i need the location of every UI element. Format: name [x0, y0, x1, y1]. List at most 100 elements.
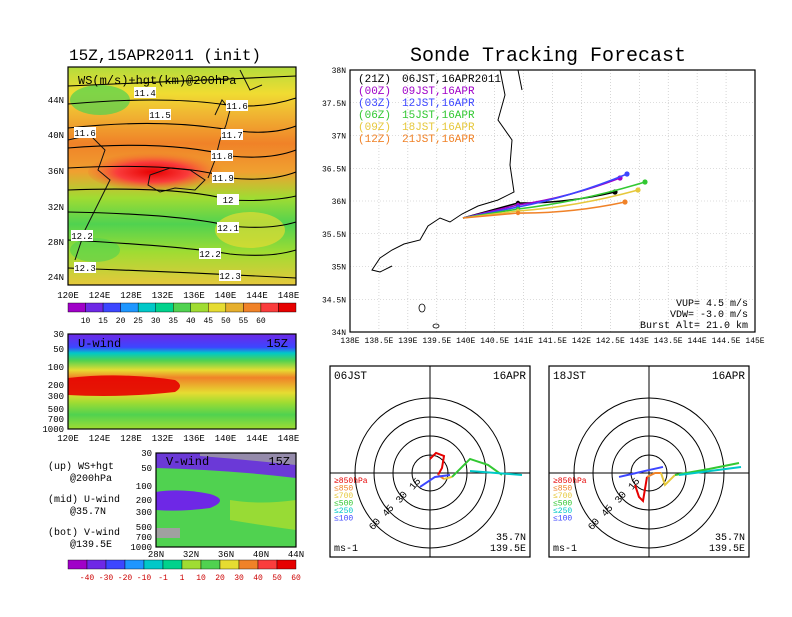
hodograph-lon: 139.5E	[490, 544, 526, 555]
v-colorbar-tick: 50	[272, 574, 282, 583]
launch-code: (21Z)	[358, 74, 391, 86]
ws-colorbar-swatch	[173, 302, 191, 313]
track-lat-tick: 35N	[332, 264, 347, 273]
v-colorbar-tick: 10	[196, 574, 206, 583]
note-sub: @200hPa	[70, 473, 112, 485]
u-wind-label: U-wind	[78, 337, 121, 351]
sonde-burst-point	[515, 210, 521, 216]
track-lon-tick: 141E	[514, 337, 533, 346]
v-lat-tick: 44N	[288, 550, 304, 560]
ws-lon-tick: 148E	[278, 291, 300, 301]
track-lat-tick: 37N	[332, 133, 347, 142]
sonde-param: VDW= -3.0 m/s	[670, 309, 748, 321]
v-colorbar-tick: 30	[234, 574, 244, 583]
v-colorbar-swatch	[67, 559, 88, 570]
hodograph-level: ≤250	[334, 507, 353, 516]
track-lon-tick: 138E	[340, 337, 359, 346]
track-lat-tick: 35.5N	[322, 231, 346, 240]
ws-colorbar-tick: 60	[256, 317, 266, 326]
track-frame	[349, 69, 756, 333]
launch-code: (03Z)	[358, 98, 391, 110]
hodograph-trace	[634, 476, 648, 504]
hodograph-level: ≥850hPa	[553, 477, 587, 486]
ws-lat-tick: 28N	[48, 238, 64, 248]
hodograph-trace	[443, 475, 453, 480]
launch-time: 09JST,16APR	[402, 86, 475, 98]
ws-colorbar-swatch	[85, 302, 104, 313]
u-jet-core	[68, 375, 180, 396]
ws-colorbar-tick: 15	[98, 317, 108, 326]
hodograph-level: ≤100	[334, 514, 353, 523]
track-lat-tick: 34.5N	[322, 296, 346, 305]
ws-colorbar-tick: 45	[204, 317, 214, 326]
v-colorbar-tick: 1	[180, 574, 185, 583]
hodograph-lon: 139.5E	[709, 544, 745, 555]
hodograph-time: 18JST	[553, 371, 586, 383]
u-wind-time: 15Z	[266, 337, 288, 351]
u-lon-tick: 144E	[246, 434, 268, 444]
u-level-tick: 200	[48, 381, 64, 391]
sonde-landing-point	[622, 199, 628, 205]
v-colorbar-tick: -10	[137, 574, 152, 583]
ws-colorbar-swatch	[102, 302, 121, 313]
track-lon-tick: 139E	[398, 337, 417, 346]
track-lon-tick: 139.5E	[422, 337, 451, 346]
ws-lon-tick: 140E	[215, 291, 237, 301]
track-lon-tick: 145E	[745, 337, 764, 346]
track-lat-tick: 38N	[332, 67, 347, 76]
u-level-tick: 500	[48, 405, 64, 415]
note-sub: @35.7N	[70, 506, 106, 518]
u-lon-tick: 132E	[152, 434, 174, 444]
ws-colorbar-swatch	[155, 302, 174, 313]
ws-lat-tick: 40N	[48, 131, 64, 141]
track-lon-tick: 143.5E	[654, 337, 683, 346]
hodograph-date: 16APR	[712, 371, 745, 383]
hodograph-level: ≤100	[553, 514, 572, 523]
hodograph-trace	[618, 465, 664, 478]
launch-time: 15JST,16APR	[402, 110, 475, 122]
contour-label: 11.8	[211, 152, 233, 162]
v-lat-tick: 32N	[183, 550, 199, 560]
v-level-tick: 1000	[130, 543, 152, 553]
ws-contour-labels: 11.4 11.5 11.6 11.6 11.7 11.8 11.9 12 12.1 12.2 12…	[71, 87, 248, 282]
contour-label-bg	[212, 172, 234, 183]
u-lon-tick: 140E	[215, 434, 237, 444]
hodograph-trace	[419, 473, 451, 488]
sonde-track	[462, 189, 639, 219]
u-level-tick: 30	[53, 330, 64, 340]
contour-label-bg	[211, 150, 233, 161]
contour-label: 12.1	[217, 224, 239, 234]
sonde-track	[462, 173, 628, 219]
contour-label: 11.6	[74, 129, 96, 139]
sonde-landing-point	[635, 187, 641, 193]
contour-label: 11.4	[134, 89, 156, 99]
panel-notes: (up) WS+hgt@200hPa (mid) U-wind@35.7N (bot…	[48, 461, 120, 551]
sonde-track	[462, 201, 626, 219]
u-lon-tick: 148E	[278, 434, 300, 444]
launch-time: 06JST,16APR2011	[402, 74, 501, 86]
v-colorbar: -40 -30 -20 -10 -1 1 10 20 30 40 50 60	[67, 559, 301, 583]
hodograph-trace	[674, 461, 740, 476]
hodograph-level: ≤700	[553, 492, 572, 501]
v-colorbar-tick: -30	[99, 574, 114, 583]
contour-label-bg	[217, 222, 239, 233]
v-colorbar-swatch	[124, 559, 145, 570]
ws-colorbar-tick: 55	[239, 317, 249, 326]
contour-label-bg	[149, 109, 171, 120]
sonde-param: VUP= 4.5 m/s	[676, 298, 748, 310]
u-lon-tick: 128E	[120, 434, 142, 444]
ws-lon-tick: 132E	[152, 291, 174, 301]
ws-lat-tick: 32N	[48, 203, 64, 213]
track-lon-tick: 141.5E	[538, 337, 567, 346]
v-colorbar-tick: -40	[80, 574, 95, 583]
v-level-tick: 200	[136, 496, 152, 506]
track-lat-axis: 38N 37.5N 37N 36.5N 36N 35.5N 35N 34.5N 34N	[322, 67, 346, 338]
track-lon-tick: 140E	[456, 337, 475, 346]
track-lat-tick: 37.5N	[322, 100, 346, 109]
ws-lon-tick: 128E	[120, 291, 142, 301]
u-level-tick: 50	[53, 345, 64, 355]
ws-lon-tick: 124E	[89, 291, 111, 301]
hodograph-level: ≤250	[553, 507, 572, 516]
